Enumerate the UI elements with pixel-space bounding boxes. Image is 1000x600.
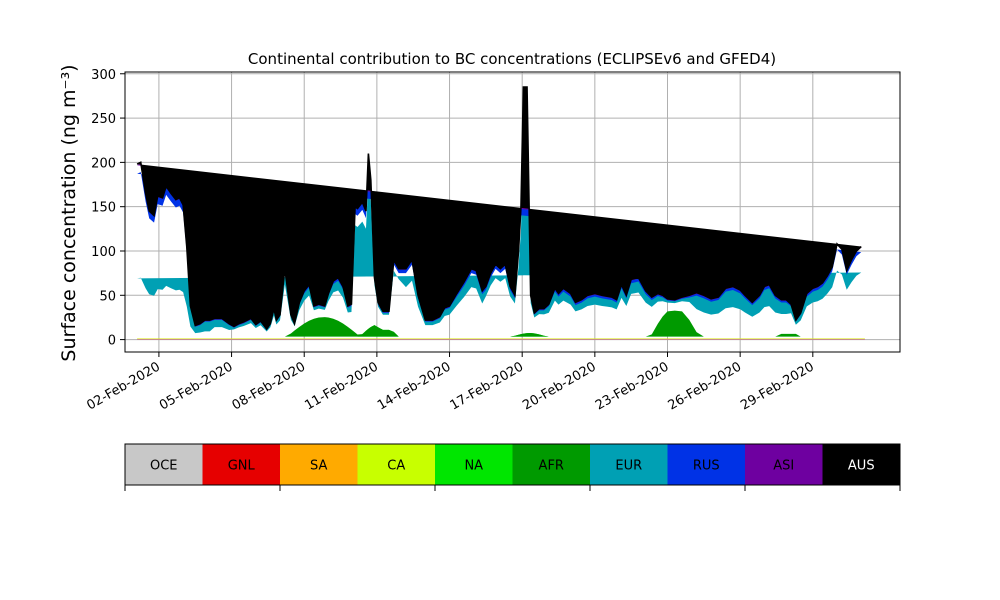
y-tick-label: 150 xyxy=(91,201,116,216)
area-layer xyxy=(136,86,865,340)
colorbar-swatch-na xyxy=(435,444,513,485)
x-tick-label: 05-Feb-2020 xyxy=(157,359,236,413)
colorbar-swatch-afr xyxy=(512,444,591,485)
y-axis-label: Surface concentration (ng m⁻³) xyxy=(58,64,80,361)
colorbar-swatch-eur xyxy=(590,444,668,485)
series-area-na xyxy=(137,325,862,337)
colorbar: OCE GNL SA CA NA AFR EUR RUS ASI AUS xyxy=(124,443,901,491)
y-tick-label: 0 xyxy=(108,334,116,349)
x-tick-label: 02-Feb-2020 xyxy=(84,359,163,413)
colorbar-label-sa: SA xyxy=(310,459,327,474)
colorbar-swatch-ca xyxy=(357,444,436,485)
x-tick-label: 08-Feb-2020 xyxy=(230,359,309,413)
y-tick-label: 300 xyxy=(91,68,116,83)
colorbar-label-afr: AFR xyxy=(539,459,564,474)
total-outline xyxy=(136,86,862,331)
colorbar-label-oce: OCE xyxy=(150,459,178,474)
chart-title: Continental contribution to BC concentra… xyxy=(248,50,776,68)
colorbar-label-eur: EUR xyxy=(615,459,642,474)
colorbar-label-na: NA xyxy=(464,459,483,474)
y-tick-label: 100 xyxy=(91,245,116,260)
x-tick-label: 14-Feb-2020 xyxy=(375,359,454,413)
series-area-aus xyxy=(137,87,862,329)
plot-frame xyxy=(124,71,901,353)
colorbar-frame xyxy=(124,443,901,486)
x-tick-label: 11-Feb-2020 xyxy=(302,359,381,413)
colorbar-swatch-asi xyxy=(745,444,823,485)
series-area-afr xyxy=(137,310,862,337)
colorbar-swatch-aus xyxy=(822,444,901,485)
x-tick-label: 23-Feb-2020 xyxy=(593,359,672,413)
colorbar-swatch-rus xyxy=(667,444,746,485)
colorbar-label-aus: AUS xyxy=(848,459,875,474)
colorbar-swatch-oce xyxy=(125,444,203,485)
x-tick-label: 20-Feb-2020 xyxy=(520,359,599,413)
y-tick-label: 200 xyxy=(91,156,116,171)
colorbar-swatch-gnl xyxy=(202,444,281,485)
x-tick-label: 17-Feb-2020 xyxy=(448,359,527,413)
colorbar-swatch-sa xyxy=(280,444,358,485)
y-tick-label: 50 xyxy=(99,289,116,304)
x-tick-label: 29-Feb-2020 xyxy=(738,359,817,413)
x-tick-label: 26-Feb-2020 xyxy=(666,359,745,413)
colorbar-label-ca: CA xyxy=(387,459,405,474)
y-tick-label: 250 xyxy=(91,112,116,127)
colorbar-label-rus: RUS xyxy=(693,459,720,474)
colorbar-label-asi: ASI xyxy=(773,459,794,474)
colorbar-label-gnl: GNL xyxy=(228,459,256,474)
